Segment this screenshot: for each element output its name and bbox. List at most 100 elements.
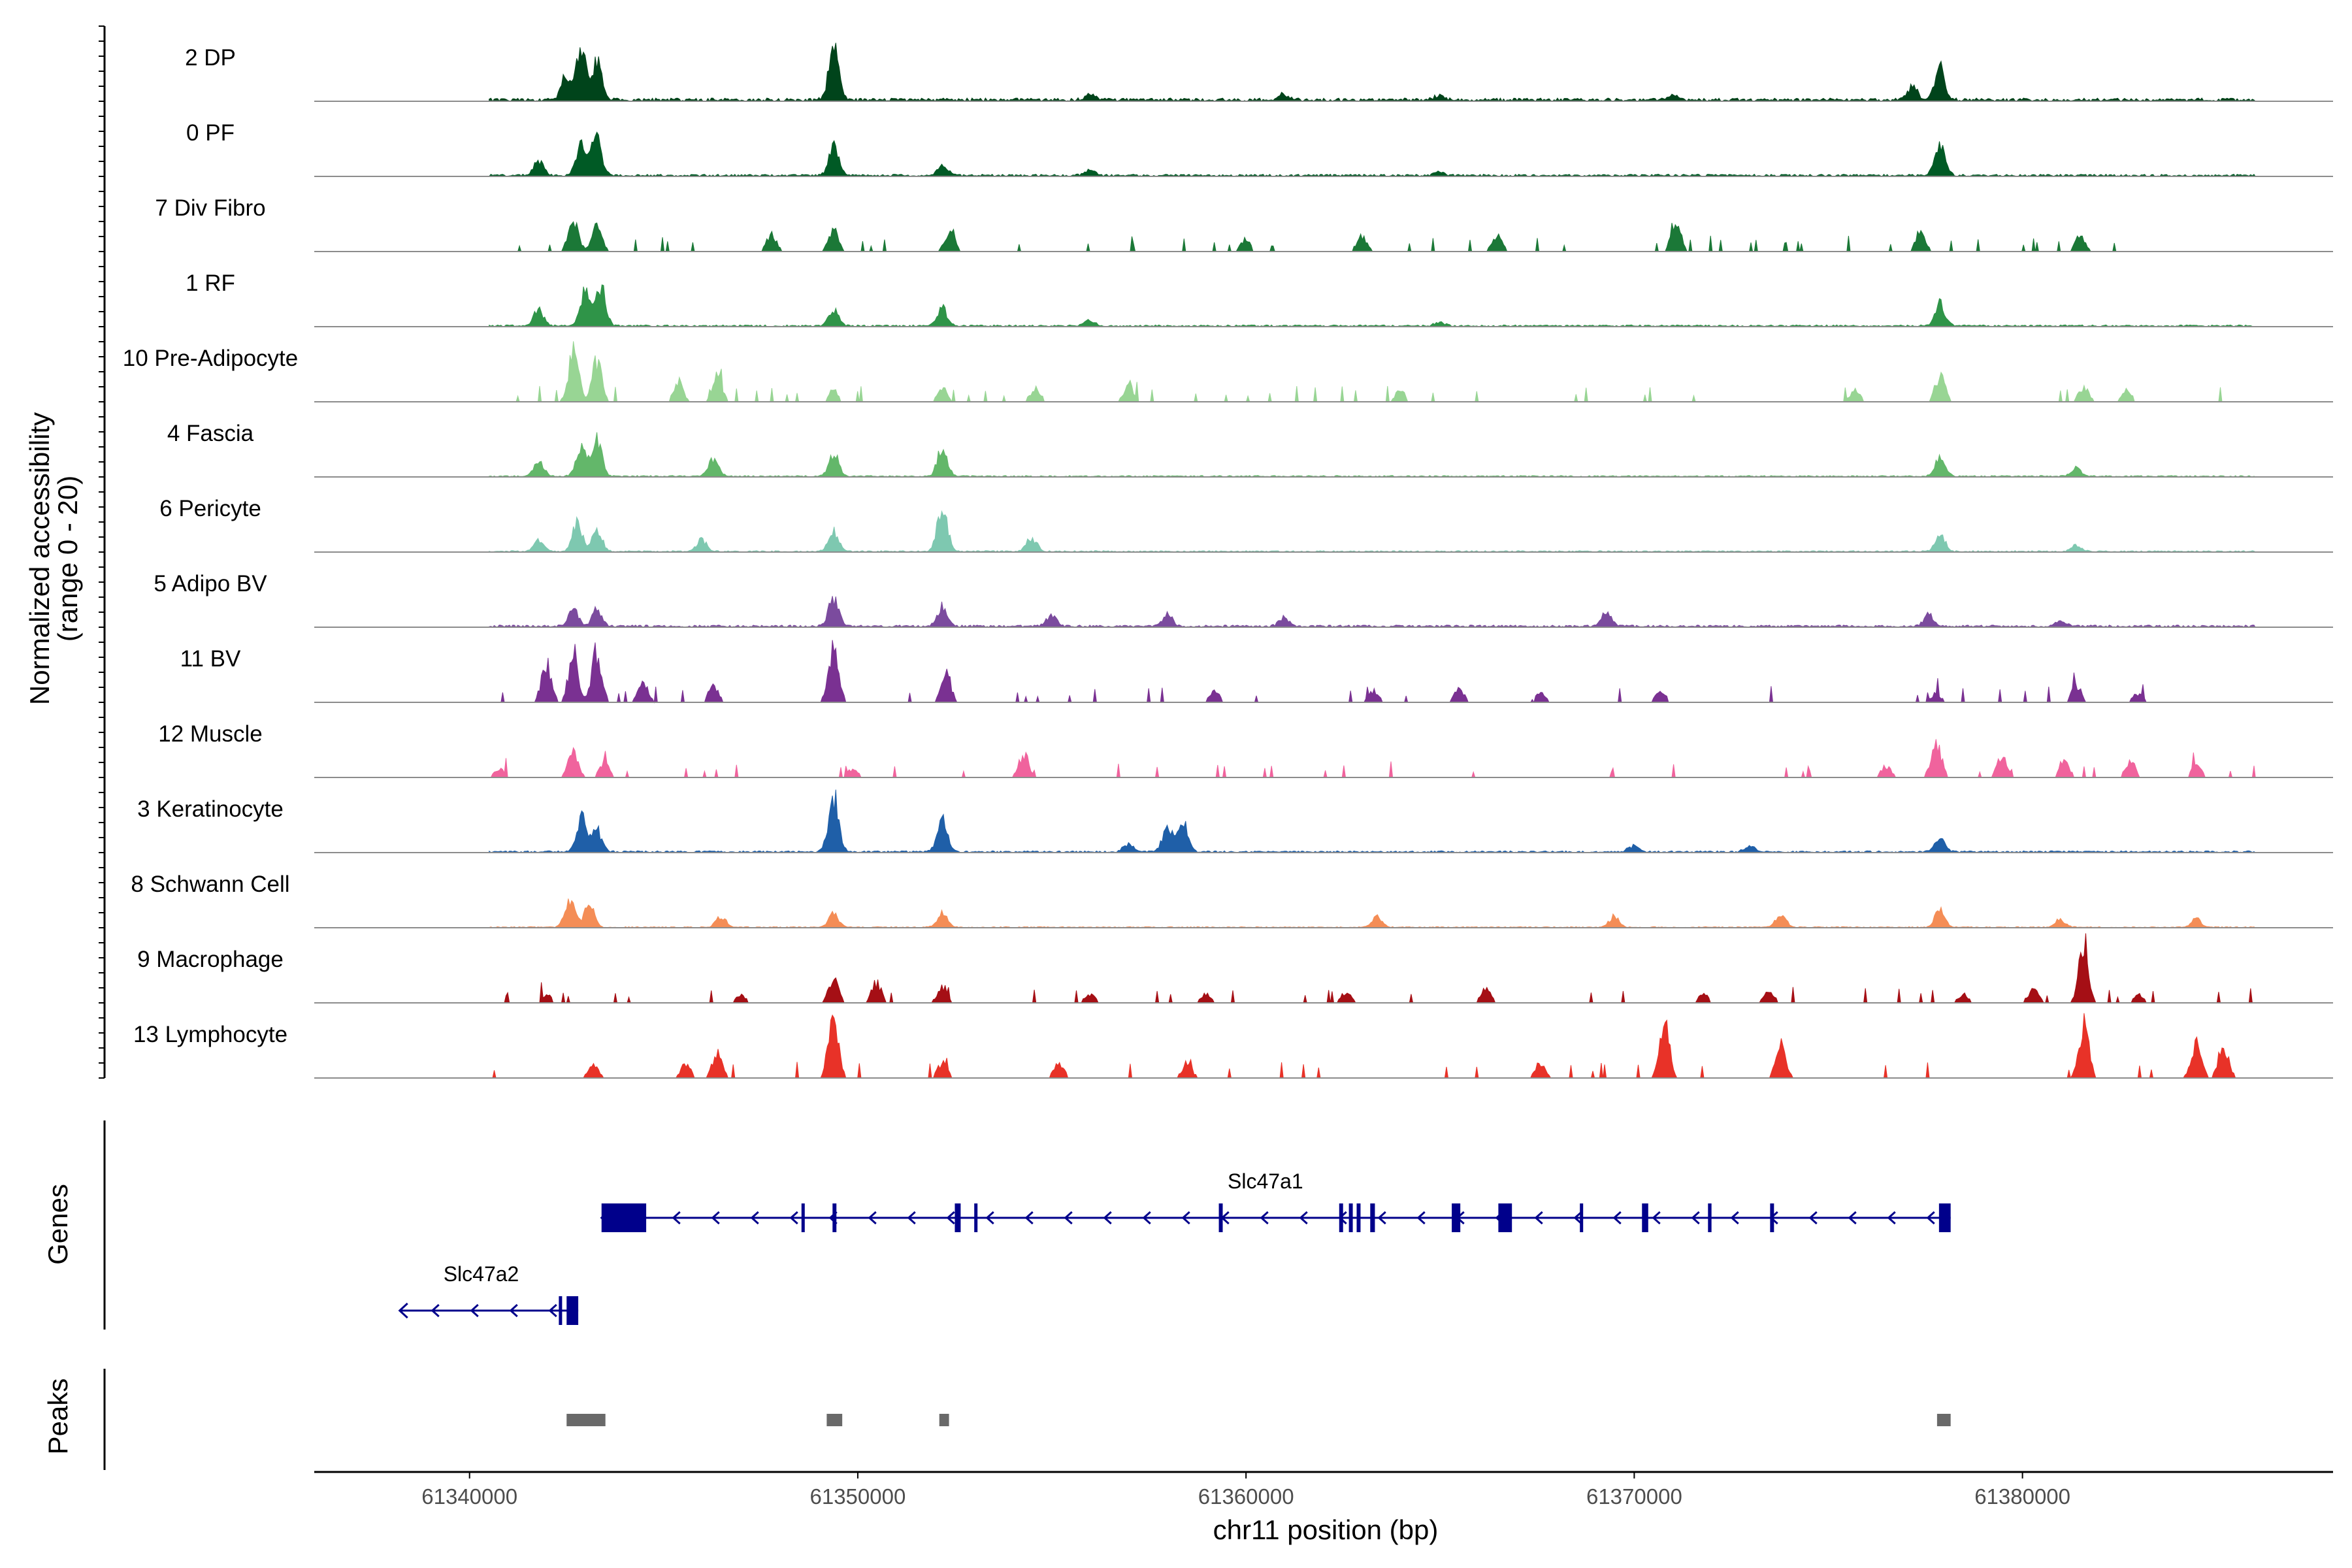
coverage-area [488, 284, 2256, 327]
gene-exon [1938, 1203, 1951, 1232]
gene-exon [1339, 1203, 1343, 1232]
track-label: 13 Lymphocyte [133, 1022, 287, 1047]
coverage-area [488, 898, 2257, 928]
gene-exon [601, 1203, 647, 1232]
peak-region [939, 1414, 949, 1426]
peaks-panel-label: Peaks [42, 1379, 73, 1455]
strand-arrow [1887, 1211, 1896, 1225]
track-label: 6 Pericyte [159, 496, 261, 521]
coverage-track: 9 Macrophage [137, 933, 2333, 1004]
strand-arrow [1416, 1211, 1426, 1225]
gene-annotation-panel: Slc47a1 Slc47a2 [103, 1120, 1951, 1330]
track-label: 8 Schwann Cell [131, 872, 289, 897]
coverage-track: 12 Muscle [158, 721, 2333, 778]
coverage-track: 4 Fascia [167, 421, 2333, 478]
strand-arrow [750, 1211, 759, 1225]
strand-arrow [1730, 1211, 1739, 1225]
x-tick-label: 61340000 [421, 1484, 517, 1509]
strand-arrow [1103, 1211, 1112, 1225]
coverage-track: 7 Div Fibro [155, 195, 2333, 252]
gene-exon [1348, 1203, 1353, 1232]
gene-exon [1580, 1203, 1584, 1232]
strand-arrow [946, 1211, 955, 1225]
gene-label: Slc47a2 [444, 1262, 519, 1286]
gene-exon [955, 1203, 961, 1232]
coverage-area [488, 789, 2257, 853]
coverage-track: 13 Lymphocyte [133, 1013, 2333, 1079]
coverage-track: 3 Keratinocyte [137, 789, 2333, 853]
strand-arrow [509, 1303, 518, 1318]
strand-arrow [1573, 1211, 1582, 1225]
coverage-track: 5 Adipo BV [154, 571, 2333, 628]
gene-label: Slc47a1 [1228, 1169, 1303, 1193]
gene-exon [832, 1203, 837, 1232]
gene-exon [1770, 1203, 1774, 1232]
coverage-track: 11 BV [180, 640, 2333, 704]
gene-exon [974, 1203, 978, 1232]
track-label: 7 Div Fibro [155, 195, 265, 221]
strand-arrow [1926, 1211, 1935, 1225]
coverage-area [489, 341, 2256, 403]
strand-arrow [548, 1303, 557, 1318]
coverage-area [489, 640, 2256, 704]
x-tick-label: 61360000 [1198, 1484, 1294, 1509]
strand-arrow [1691, 1211, 1700, 1225]
strand-arrow [431, 1303, 440, 1318]
coverage-track: 6 Pericyte [159, 496, 2333, 553]
strand-arrow [1024, 1211, 1034, 1225]
y-axis-title: Normalized accessibility [24, 412, 55, 705]
peak-region [826, 1414, 843, 1426]
gene-exon [566, 1296, 579, 1325]
x-tick-label: 61350000 [810, 1484, 906, 1509]
gene-exon [1452, 1203, 1461, 1232]
strand-arrow [1181, 1211, 1190, 1225]
x-tick-label: 61380000 [1974, 1484, 2070, 1509]
gene-model: Slc47a2 [398, 1262, 579, 1325]
coverage-tracks: 2 DP 0 PF 7 Div Fibro 1 RF 10 Pre-Adipocyte 4… [123, 42, 2333, 1079]
coverage-area [488, 131, 2257, 177]
coverage-area [488, 42, 2257, 102]
track-label: 2 DP [185, 45, 236, 71]
strand-arrow [1299, 1211, 1308, 1225]
track-label: 12 Muscle [158, 721, 263, 747]
coverage-track: 1 RF [186, 270, 2333, 327]
strand-arrow [1612, 1211, 1622, 1225]
coverage-track: 8 Schwann Cell [131, 872, 2333, 928]
strand-arrow [1808, 1211, 1818, 1225]
strand-arrow [985, 1211, 994, 1225]
strand-arrow [907, 1211, 916, 1225]
strand-arrow [789, 1211, 798, 1225]
strand-arrow [1260, 1211, 1269, 1225]
gene-exon [1370, 1203, 1375, 1232]
gene-exon [1708, 1203, 1712, 1232]
y-axis-subtitle: (range 0 - 20) [52, 476, 83, 642]
strand-arrow [672, 1211, 681, 1225]
coverage-area [488, 596, 2257, 628]
track-label: 5 Adipo BV [154, 571, 267, 596]
gene-exon [1642, 1203, 1648, 1232]
coverage-area [488, 432, 2256, 478]
strand-arrow [1064, 1211, 1073, 1225]
x-axis: 61340000 61350000 61360000 61370000 61380000 [314, 1471, 2333, 1509]
coverage-area [489, 221, 2256, 252]
x-axis-title: chr11 position (bp) [1213, 1514, 1439, 1545]
track-label: 4 Fascia [167, 421, 254, 446]
strand-arrow [1377, 1211, 1386, 1225]
track-label: 0 PF [186, 120, 235, 146]
gene-model: Slc47a1 [600, 1169, 1951, 1232]
peaks-panel [103, 1369, 1951, 1470]
genes-panel-label: Genes [42, 1184, 73, 1265]
track-label: 11 BV [180, 646, 241, 672]
coverage-track: 2 DP [185, 42, 2333, 102]
gene-exon [1356, 1203, 1361, 1232]
gene-exon [801, 1203, 805, 1232]
strand-arrow [1142, 1211, 1151, 1225]
strand-arrow [398, 1302, 408, 1319]
gene-exon [1218, 1203, 1223, 1232]
peak-region [1936, 1414, 1951, 1426]
strand-arrow [1652, 1211, 1661, 1225]
track-label: 9 Macrophage [137, 947, 284, 972]
gene-exon [1498, 1203, 1512, 1232]
coverage-track: 10 Pre-Adipocyte [123, 341, 2333, 403]
